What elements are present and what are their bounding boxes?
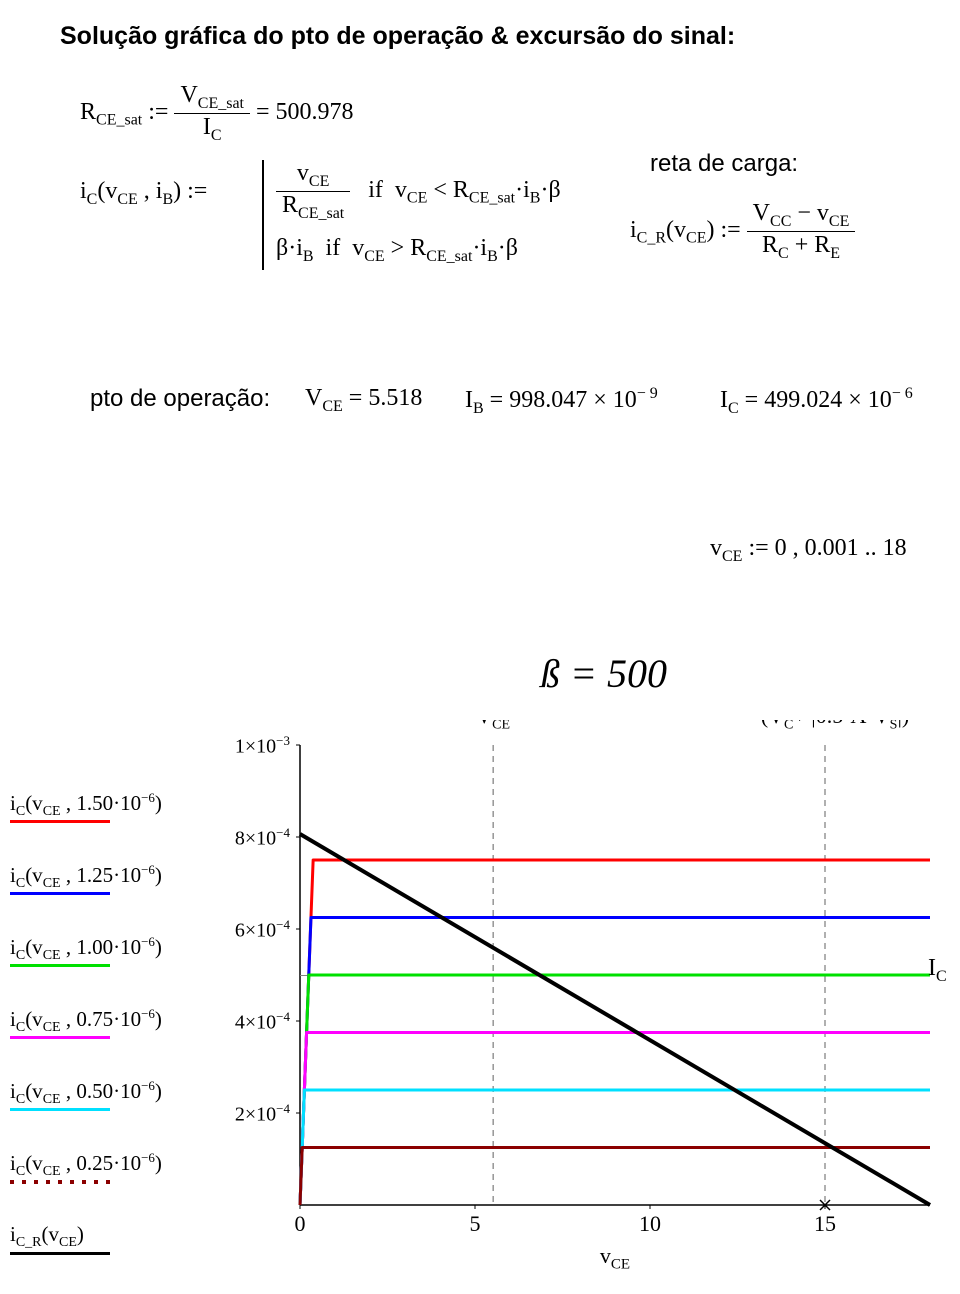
rce-sat-value: = 500.978 [256,99,354,125]
eq-rce-sat: RCE_sat := VCE_sat IC = 500.978 [80,82,354,145]
eq-ic-case1: vCE RCE_sat if vCE < RCE_sat·iB·β [276,160,561,223]
eq-icr: iC_R(vCE) := VCC − vCE RC + RE [630,200,855,263]
legend-row: iC(vCE , 1.00·10−6) [10,934,220,1006]
eq-ic-case2: β·iB if vCE > RCE_sat·iB·β [276,235,518,266]
piecewise-bar [262,160,264,270]
reta-label: reta de carga: [650,150,798,178]
beta-title: ß = 500 [540,650,667,697]
legend-row: iC_R(vCE) [10,1222,220,1294]
legend-row: iC(vCE , 1.25·10−6) [10,862,220,934]
legend-row: iC(vCE , 0.50·10−6) [10,1078,220,1150]
page-title: Solução gráfica do pto de operação & exc… [60,22,735,51]
pto-vce: VCE = 5.518 [305,385,422,416]
pto-label: pto de operação: [90,385,270,413]
vce-range: vCE := 0 , 0.001 .. 18 [710,535,907,566]
pto-ic: IC = 499.024 × 10− 6 [720,385,913,418]
legend-row: iC(vCE , 1.50·10−6) [10,790,220,862]
legend-row: iC(vCE , 0.25·10−6) [10,1150,220,1222]
ic-marker: IC [928,955,947,986]
pto-ib: IB = 998.047 × 10− 9 [465,385,658,418]
legend-row: iC(vCE , 0.75·10−6) [10,1006,220,1078]
eq-ic-lhs: iC(vCE , iB) := [80,178,207,209]
